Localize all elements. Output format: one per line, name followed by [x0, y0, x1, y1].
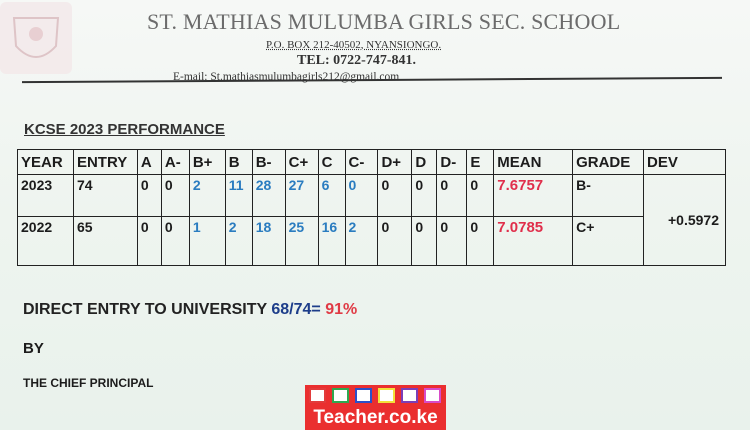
mean-grade-cell: C+ — [572, 216, 645, 266]
year-cell: 2023 — [17, 174, 74, 217]
section-title: KCSE 2023 PERFORMANCE — [24, 121, 225, 138]
table-row: 2023 74 0 0 2 11 28 27 6 0 0 0 0 0 7.675… — [17, 174, 726, 266]
column-header: D- — [436, 149, 468, 175]
teacher-co-ke-watermark: Teacher.co.ke — [305, 385, 446, 430]
grade-count-cell: 0 — [136, 174, 162, 217]
grade-count-cell: 18 — [251, 216, 286, 266]
signatory: THE CHIEF PRINCIPAL — [23, 376, 154, 390]
direct-entry-line: DIRECT ENTRY TO UNIVERSITY 68/74= 91% — [23, 301, 357, 319]
grade-count-cell: 28 — [251, 174, 286, 217]
grade-count-cell: 0 — [436, 216, 468, 266]
grade-count-cell: 0 — [160, 174, 190, 217]
column-header: MEAN — [493, 149, 574, 175]
results-table: YEAR ENTRY A A- B+ B B- C+ C C- D+ D D- … — [17, 149, 726, 266]
grade-count-cell: 0 — [466, 216, 495, 266]
entry-cell: 74 — [72, 174, 138, 217]
column-header: A — [136, 149, 162, 175]
column-header: ENTRY — [72, 149, 138, 175]
column-header: B- — [251, 149, 286, 175]
year-cell: 2022 — [17, 216, 74, 266]
entry-cell: 65 — [72, 216, 138, 266]
grade-count-cell: 27 — [284, 174, 319, 217]
frame-icon — [332, 388, 349, 403]
grade-count-cell: 2 — [188, 174, 226, 217]
column-header: D — [411, 149, 438, 175]
grade-count-cell: 0 — [436, 174, 468, 217]
grade-count-cell: 25 — [284, 216, 319, 266]
grade-count-cell: 0 — [377, 216, 413, 266]
grade-count-cell: 0 — [377, 174, 413, 217]
column-header: B — [224, 149, 253, 175]
grade-count-cell: 0 — [136, 216, 162, 266]
direct-entry-fraction: 68/74= — [271, 301, 321, 318]
school-name: ST. MATHIAS MULUMBA GIRLS SEC. SCHOOL — [147, 9, 621, 34]
column-header: DEV — [643, 149, 726, 175]
watermark-text: Teacher.co.ke — [313, 407, 438, 428]
mean-cell: 7.0785 — [493, 216, 574, 266]
po-box: P.O. BOX 212-40502, NYANSIONGO. — [266, 39, 442, 51]
mean-cell: 7.6757 — [493, 174, 574, 217]
column-header: YEAR — [17, 149, 74, 175]
column-header: B+ — [188, 149, 226, 175]
grade-count-cell: 0 — [411, 216, 438, 266]
grade-count-cell: 0 — [411, 174, 438, 217]
column-header: C- — [344, 149, 379, 175]
grade-count-cell: 2 — [344, 216, 379, 266]
grade-count-cell: 2 — [224, 216, 253, 266]
column-header: GRADE — [572, 149, 645, 175]
column-header: C+ — [284, 149, 319, 175]
grade-count-cell: 11 — [224, 174, 253, 217]
column-header: C — [317, 149, 346, 175]
column-header: E — [466, 149, 495, 175]
grade-count-cell: 16 — [317, 216, 346, 266]
deviation-cell: +0.5972 — [643, 174, 726, 266]
frame-icon — [378, 388, 395, 403]
frame-icon — [424, 388, 441, 403]
mean-grade-cell: B- — [572, 174, 645, 217]
frame-icon — [355, 388, 372, 403]
grade-count-cell: 0 — [466, 174, 495, 217]
grade-count-cell: 0 — [160, 216, 190, 266]
column-header: A- — [160, 149, 190, 175]
frame-icon — [309, 388, 326, 403]
direct-entry-percent: 91% — [325, 301, 358, 318]
table-header-row: YEAR ENTRY A A- B+ B B- C+ C C- D+ D D- … — [17, 149, 726, 175]
column-header: D+ — [377, 149, 413, 175]
grade-count-cell: 6 — [317, 174, 346, 217]
grade-count-cell: 1 — [188, 216, 226, 266]
telephone: TEL: 0722-747-841. — [297, 53, 416, 68]
grade-count-cell: 0 — [344, 174, 379, 217]
direct-entry-label: DIRECT ENTRY TO UNIVERSITY — [23, 301, 267, 318]
table-row: 2022 65 0 0 1 2 18 25 16 2 0 0 0 0 7.078… — [17, 216, 726, 266]
frame-icon — [401, 388, 418, 403]
by-label: BY — [23, 340, 44, 357]
school-crest-logo — [0, 2, 72, 74]
